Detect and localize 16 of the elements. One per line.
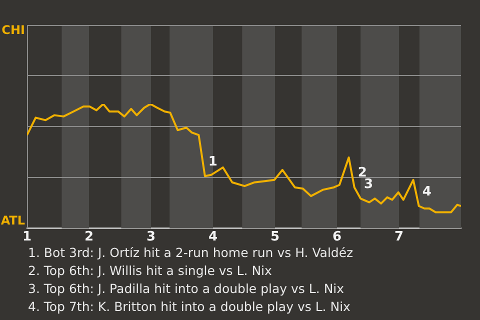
annotation: 4 — [422, 184, 432, 200]
x-tick-label: 3 — [146, 230, 156, 245]
x-tick-label: 7 — [394, 230, 404, 245]
text: ATL — [0, 214, 26, 228]
x-tick-label: 4 — [208, 230, 218, 245]
x-tick-label: 1 — [22, 230, 32, 245]
text: 1. Bot 3rd: J. Ortíz hit a 2-run home run vs H. Valdéz — [28, 244, 354, 262]
x-tick-label: 2 — [84, 230, 94, 245]
annotation: 1 — [208, 154, 218, 170]
text: 3. Top 6th: J. Padilla hit into a double play vs L. Nix — [28, 280, 346, 298]
x-tick-label: 6 — [332, 230, 342, 245]
annotation: 3 — [364, 176, 374, 192]
x-tick-label: 5 — [270, 230, 280, 245]
text: 4. Top 7th: K. Britton hit into a double play vs L. Nix — [28, 298, 352, 316]
text: 2. Top 6th: J. Willis hit a single vs L. Nix — [28, 262, 273, 280]
text: CHI — [2, 23, 25, 38]
